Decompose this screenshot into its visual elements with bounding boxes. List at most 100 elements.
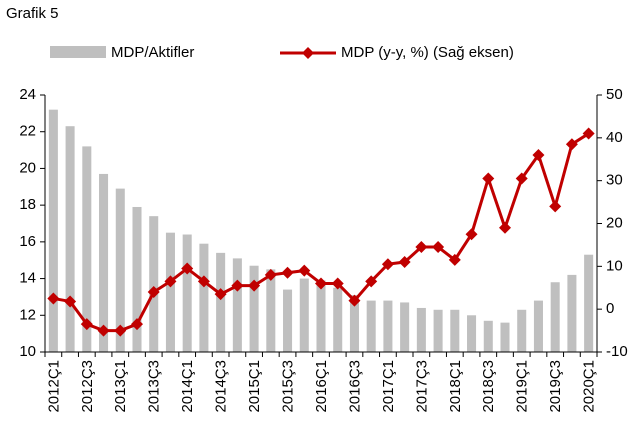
line-marker: [164, 275, 177, 288]
line-marker: [565, 138, 578, 151]
line-marker: [499, 221, 511, 234]
line-marker: [448, 253, 461, 266]
line-marker: [80, 318, 93, 331]
line-marker: [47, 292, 60, 305]
line-marker: [465, 228, 478, 241]
bar: [400, 302, 410, 352]
x-tick-label: 2013Ç3: [146, 360, 163, 413]
y-tick-label: 20: [19, 159, 36, 176]
bar: [416, 307, 426, 352]
line-marker: [331, 277, 344, 290]
y-tick-label: 14: [19, 270, 36, 287]
x-tick-label: 2016Ç1: [313, 360, 330, 413]
bar: [99, 173, 109, 352]
line-marker: [315, 277, 327, 290]
x-tick-label: 2017Ç3: [413, 360, 430, 413]
y-tick-label: 10: [19, 343, 36, 360]
x-tick-label: 2019Ç1: [514, 360, 531, 413]
line-marker: [197, 275, 210, 288]
bar: [450, 309, 460, 352]
y2-tick-label: 10: [606, 257, 623, 274]
bar: [584, 254, 594, 352]
x-tick-label: 2014Ç3: [213, 360, 230, 413]
bar: [500, 322, 510, 352]
line-marker: [214, 288, 227, 301]
chart-title: Grafik 5: [6, 5, 59, 22]
bar: [533, 300, 543, 352]
bar: [433, 309, 443, 352]
x-tick-label: 2017Ç1: [380, 360, 397, 413]
y2-tick-label: 50: [606, 86, 623, 103]
line-marker: [248, 279, 261, 292]
bar: [266, 269, 276, 352]
bar: [517, 309, 527, 352]
bar: [165, 232, 175, 352]
y2-tick-label: 0: [606, 300, 614, 317]
bar: [232, 258, 242, 352]
line-marker: [348, 294, 361, 307]
line-marker: [381, 258, 394, 271]
legend-marker: [302, 47, 314, 59]
x-tick-label: 2012Ç3: [79, 360, 96, 413]
bar: [115, 188, 125, 352]
line-marker: [515, 172, 528, 185]
x-tick-label: 2015Ç1: [246, 360, 263, 413]
x-tick-label: 2016Ç3: [346, 360, 363, 413]
y-tick-label: 24: [19, 86, 36, 103]
legend-swatch: [50, 46, 106, 58]
bar: [149, 216, 159, 352]
bar: [132, 206, 142, 352]
bar: [349, 295, 359, 352]
y2-tick-label: 20: [606, 214, 623, 231]
bar: [283, 289, 293, 352]
line-marker: [482, 172, 495, 185]
legend-label: MDP (y-y, %) (Sağ eksen): [341, 44, 514, 61]
bar: [366, 300, 376, 352]
bar: [249, 265, 259, 352]
line-marker: [298, 264, 311, 277]
line-marker: [582, 127, 595, 140]
line-marker: [365, 275, 378, 288]
line-marker: [264, 268, 277, 281]
x-tick-label: 2015Ç3: [280, 360, 297, 413]
y2-tick-label: 30: [606, 172, 623, 189]
y-tick-label: 18: [19, 196, 36, 213]
bar: [550, 282, 560, 352]
bar: [82, 146, 92, 352]
x-tick-label: 2020Ç1: [581, 360, 598, 413]
x-tick-label: 2019Ç3: [547, 360, 564, 413]
bar: [467, 315, 477, 352]
x-tick-label: 2013Ç1: [112, 360, 129, 413]
line-marker: [64, 295, 77, 308]
line-marker: [231, 279, 244, 292]
y2-tick-label: -10: [606, 343, 628, 360]
y-tick-label: 12: [19, 306, 36, 323]
line-marker: [432, 241, 445, 254]
y2-tick-label: 40: [606, 129, 623, 146]
bar: [65, 126, 75, 352]
line-marker: [281, 266, 294, 279]
bar: [483, 320, 493, 352]
y-tick-label: 16: [19, 233, 36, 250]
bar: [383, 300, 393, 352]
line-marker: [532, 148, 545, 161]
line-marker: [398, 256, 411, 269]
x-tick-label: 2012Ç1: [45, 360, 62, 413]
line-marker: [147, 286, 160, 299]
y-tick-label: 22: [19, 123, 36, 140]
bar: [316, 280, 326, 352]
bar: [567, 274, 577, 352]
x-tick-label: 2018Ç3: [480, 360, 497, 413]
x-tick-label: 2014Ç1: [179, 360, 196, 413]
line-marker: [549, 200, 562, 213]
bar: [333, 287, 343, 352]
line-marker: [415, 241, 428, 254]
line-marker: [97, 324, 110, 337]
x-tick-label: 2018Ç1: [447, 360, 464, 413]
line-marker: [181, 262, 194, 275]
bar: [216, 252, 226, 352]
bar: [182, 234, 192, 352]
line-marker: [131, 318, 143, 331]
bar: [48, 109, 58, 352]
